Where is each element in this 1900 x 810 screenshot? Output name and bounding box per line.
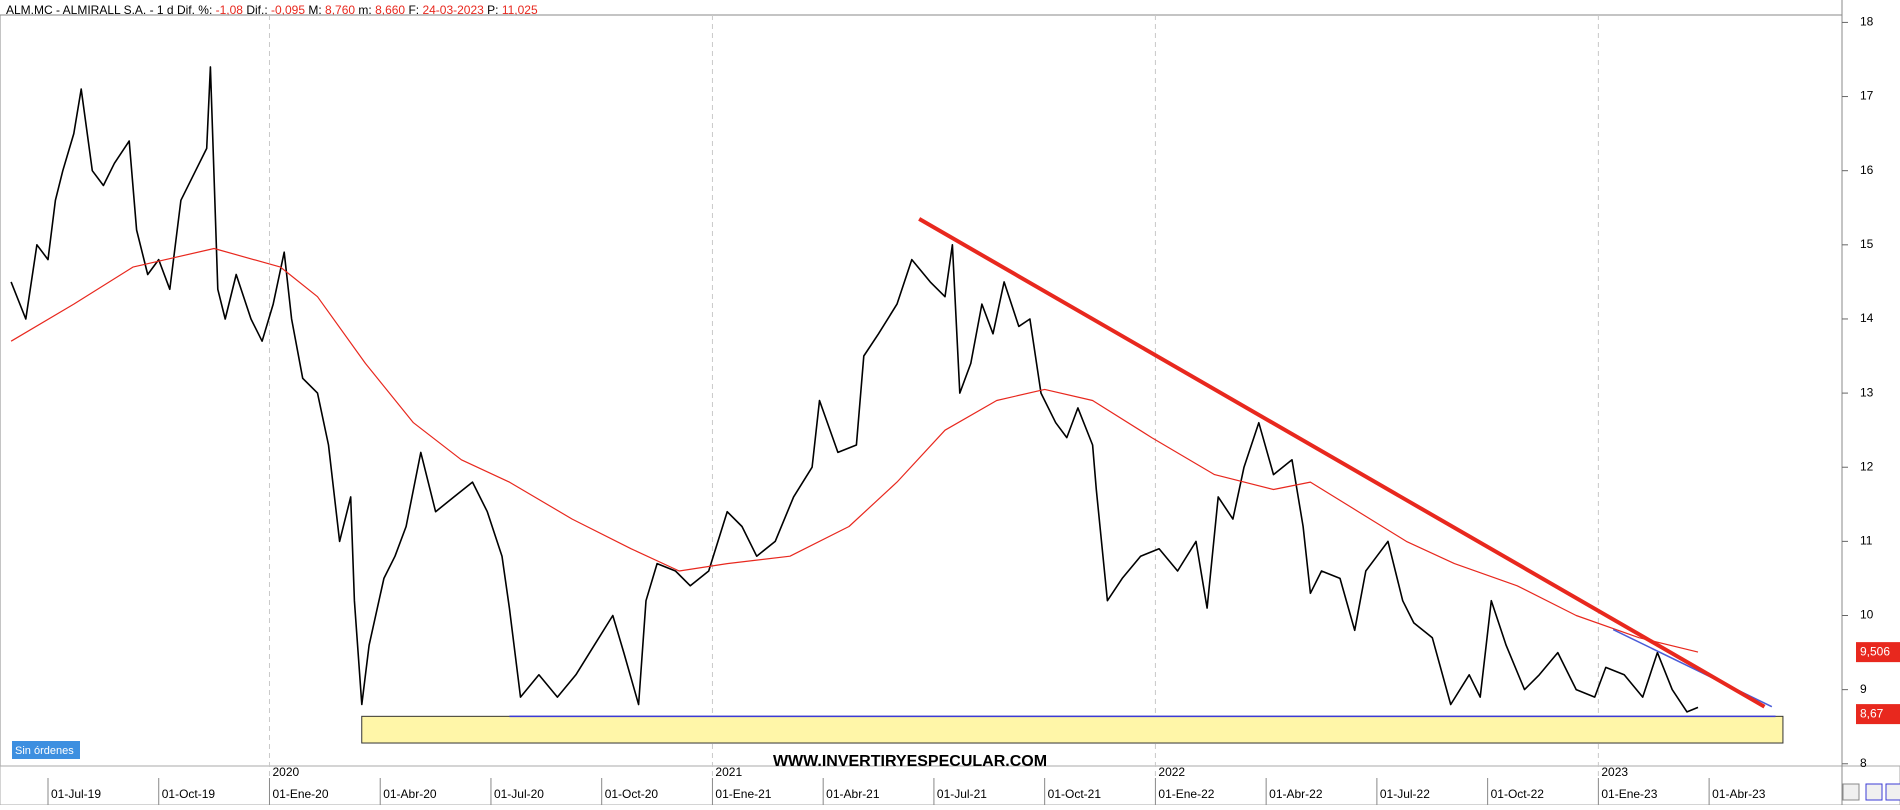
y-tick-label: 18 <box>1860 15 1874 29</box>
price-label: 9,506 <box>1860 644 1890 658</box>
y-tick-label: 15 <box>1860 237 1874 251</box>
year-label: 2023 <box>1601 765 1628 779</box>
year-label: 2020 <box>272 765 299 779</box>
plot-area <box>0 14 1843 767</box>
watermark: WWW.INVERTIRYESPECULAR.COM <box>773 753 1047 770</box>
x-tick-label: 01-Oct-21 <box>1048 787 1102 801</box>
x-tick-label: 01-Ene-22 <box>1158 787 1214 801</box>
trend-line <box>918 217 1766 709</box>
y-tick-label: 13 <box>1860 385 1874 399</box>
toolbar-icon <box>1842 783 1860 801</box>
x-tick-label: 01-Jul-19 <box>51 787 101 801</box>
y-tick-label: 16 <box>1860 163 1874 177</box>
x-tick-label: 01-Abr-20 <box>383 787 437 801</box>
x-tick-label: 01-Abr-21 <box>826 787 880 801</box>
y-tick-label: 10 <box>1860 608 1874 622</box>
x-tick-label: 01-Ene-20 <box>272 787 328 801</box>
header-text: ALM.MC - ALMIRALL S.A. - 1 d Dif. %: -1,… <box>6 3 538 17</box>
field-label: F: <box>408 3 422 17</box>
field-label: Dif.: <box>246 3 271 17</box>
field-value: 8,660 <box>375 3 408 17</box>
y-tick-label: 9 <box>1860 682 1867 696</box>
x-tick-label: 01-Oct-22 <box>1491 787 1545 801</box>
x-tick-label: 01-Jul-21 <box>937 787 987 801</box>
x-tick-label: 01-Oct-19 <box>162 787 216 801</box>
x-axis-band <box>0 765 1900 806</box>
field-value: 8,760 <box>325 3 358 17</box>
status-box <box>12 741 80 759</box>
y-tick-label: 8 <box>1860 756 1867 770</box>
toolbar-icon <box>1865 783 1883 801</box>
x-tick-label: 01-Ene-21 <box>715 787 771 801</box>
field-value: -0,095 <box>271 3 308 17</box>
symbol: ALM.MC - ALMIRALL S.A. - 1 d <box>6 3 177 17</box>
year-label: 2022 <box>1158 765 1185 779</box>
series-line <box>10 247 1699 653</box>
field-label: M: <box>308 3 325 17</box>
y-tick-label: 14 <box>1860 311 1874 325</box>
y-tick-label: 12 <box>1860 459 1874 473</box>
year-label: 2021 <box>715 765 742 779</box>
x-tick-label: 01-Ene-23 <box>1601 787 1657 801</box>
field-label: P: <box>487 3 502 17</box>
y-tick-label: 17 <box>1860 89 1874 103</box>
field-value: 11,025 <box>502 3 538 17</box>
toolbar-icon <box>1885 783 1900 801</box>
x-tick-label: 01-Jul-22 <box>1380 787 1430 801</box>
y-tick-label: 11 <box>1860 534 1873 548</box>
field-value: -1,08 <box>216 3 247 17</box>
field-label: Dif. %: <box>177 3 216 17</box>
support-zone <box>361 715 1784 744</box>
x-tick-label: 01-Oct-20 <box>605 787 659 801</box>
price-label: 8,67 <box>1860 706 1884 720</box>
x-tick-label: 01-Abr-23 <box>1712 787 1766 801</box>
field-label: m: <box>358 3 375 17</box>
x-tick-label: 01-Jul-20 <box>494 787 544 801</box>
x-tick-label: 01-Abr-22 <box>1269 787 1323 801</box>
field-value: 24-03-2023 <box>422 3 487 17</box>
series-line <box>10 66 1699 713</box>
price-label-box <box>1856 704 1900 725</box>
price-label-box <box>1856 642 1900 663</box>
status-text: Sin órdenes <box>15 745 74 757</box>
